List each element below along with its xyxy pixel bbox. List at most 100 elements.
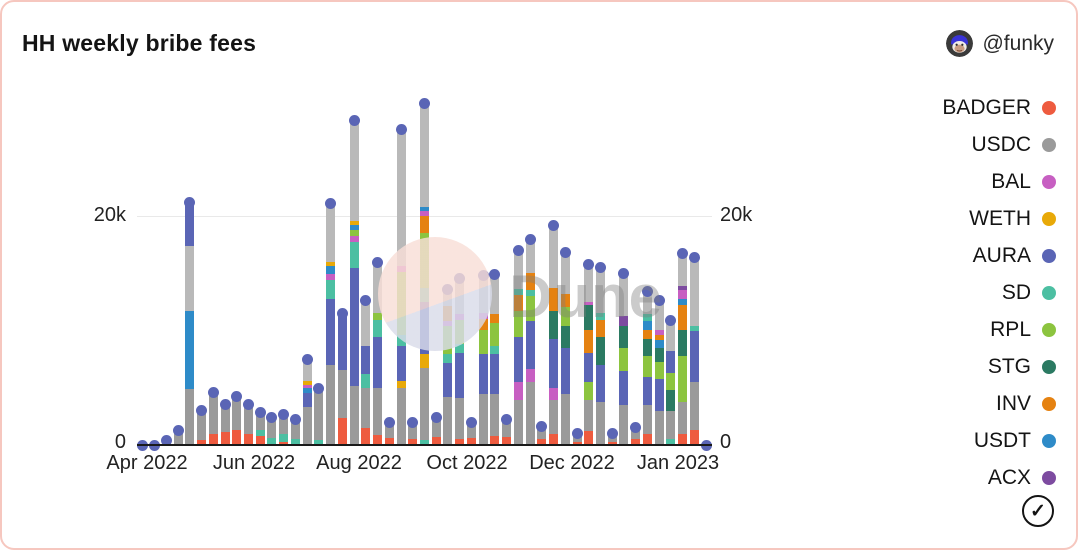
bar-segment-bal[interactable] [349, 235, 359, 243]
total-dot[interactable] [336, 307, 348, 319]
bar-segment-inv[interactable] [596, 319, 606, 337]
bar-segment-rpl[interactable] [654, 361, 664, 380]
bar-segment-aura[interactable] [443, 363, 453, 398]
total-dot[interactable] [583, 258, 595, 270]
bar-segment-stg[interactable] [596, 336, 606, 366]
bar-segment-usdc[interactable] [255, 412, 265, 431]
bar-segment-aura[interactable] [549, 339, 559, 389]
bar-segment-badger[interactable] [642, 433, 652, 445]
bar-segment-stg[interactable] [678, 330, 688, 357]
bar-segment-usdc2[interactable] [549, 225, 559, 289]
stacked-bar[interactable] [619, 273, 629, 445]
bar-segment-badger[interactable] [607, 441, 617, 445]
bar-segment-usdc2[interactable] [490, 274, 500, 315]
total-dot[interactable] [266, 412, 278, 424]
total-dot[interactable] [219, 398, 231, 410]
bar-segment-badger[interactable] [232, 430, 242, 445]
total-dot[interactable] [665, 315, 677, 327]
bar-segment-usdc2[interactable] [373, 263, 383, 314]
bar-segment-rpl[interactable] [455, 319, 465, 344]
total-dot[interactable] [395, 124, 407, 136]
bar-segment-badger[interactable] [384, 438, 394, 445]
stacked-bar[interactable] [384, 422, 394, 445]
stacked-bar[interactable] [220, 404, 230, 445]
bar-segment-usdc[interactable] [666, 410, 676, 440]
bar-segment-usdc[interactable] [596, 401, 606, 445]
total-dot[interactable] [196, 405, 208, 417]
bar-segment-bal[interactable] [525, 368, 535, 383]
bar-segment-usdc[interactable] [232, 398, 242, 431]
bar-segment-usdc2[interactable] [642, 291, 652, 315]
total-dot[interactable] [419, 98, 430, 110]
bar-segment-usdc2[interactable] [326, 203, 336, 262]
bar-segment-aura[interactable] [666, 350, 676, 374]
bar-segment-usdt[interactable] [349, 225, 359, 230]
total-dot[interactable] [688, 251, 700, 263]
bar-segment-weth[interactable] [302, 381, 312, 385]
bar-segment-usdc2[interactable] [525, 239, 535, 274]
bar-segment-aura[interactable] [619, 371, 629, 406]
bar-segment-usdc2[interactable] [596, 267, 606, 314]
author-block[interactable]: @funky [946, 30, 1054, 57]
bar-segment-badger[interactable] [337, 417, 347, 445]
bar-segment-badger[interactable] [279, 441, 289, 445]
bar-segment-sd[interactable] [490, 346, 500, 354]
stacked-bar[interactable] [689, 257, 699, 445]
total-dot[interactable] [524, 233, 536, 245]
bar-segment-stg[interactable] [642, 339, 652, 357]
stacked-bar[interactable] [537, 426, 547, 445]
bar-segment-sd[interactable] [396, 334, 406, 347]
bar-segment-inv[interactable] [560, 293, 570, 308]
total-dot[interactable] [595, 262, 607, 273]
bar-segment-acx[interactable] [678, 285, 688, 291]
bar-segment-aura[interactable] [490, 354, 500, 394]
total-dot[interactable] [372, 257, 384, 269]
stacked-bar[interactable] [396, 129, 406, 445]
bar-segment-usdc2[interactable] [185, 245, 195, 311]
total-dot[interactable] [630, 422, 642, 434]
bar-segment-usdc[interactable] [642, 405, 652, 434]
bar-segment-bal[interactable] [513, 382, 523, 400]
total-dot[interactable] [571, 428, 583, 440]
bar-segment-usdc[interactable] [631, 427, 641, 440]
stacked-bar[interactable] [596, 267, 606, 445]
bar-segment-sd[interactable] [279, 433, 289, 442]
bar-segment-usdc[interactable] [678, 401, 688, 434]
stacked-bar[interactable] [642, 291, 652, 445]
stacked-bar[interactable] [678, 253, 688, 445]
bar-segment-aura[interactable] [396, 346, 406, 382]
stacked-bar[interactable] [466, 422, 476, 445]
bar-segment-usdc[interactable] [584, 399, 594, 432]
total-dot[interactable] [618, 267, 630, 279]
bar-segment-rpl[interactable] [373, 313, 383, 320]
bar-segment-usdt[interactable] [326, 266, 336, 275]
total-dot[interactable] [653, 295, 665, 306]
bar-segment-usdc[interactable] [349, 385, 359, 445]
stacked-bar[interactable] [232, 396, 242, 445]
bar-segment-rpl[interactable] [584, 382, 594, 400]
bar-segment-usdc[interactable] [290, 419, 300, 440]
bar-segment-aura[interactable] [361, 346, 371, 375]
bar-segment-inv[interactable] [525, 273, 535, 291]
bar-segment-usdc[interactable] [537, 426, 547, 440]
total-dot[interactable] [278, 408, 290, 420]
bar-segment-inv[interactable] [420, 216, 429, 234]
legend-item-inv[interactable]: INV [942, 385, 1056, 422]
total-dot[interactable] [677, 248, 689, 260]
bar-segment-bal[interactable] [302, 384, 312, 389]
stacked-bar[interactable] [314, 388, 324, 445]
bar-segment-usdc[interactable] [654, 410, 664, 445]
bar-segment-badger[interactable] [455, 439, 465, 445]
bar-segment-sd[interactable] [373, 319, 383, 337]
stacked-bar[interactable] [302, 359, 312, 445]
total-dot[interactable] [348, 115, 360, 127]
stacked-bar[interactable] [478, 275, 488, 445]
bar-segment-usdc[interactable] [361, 388, 371, 428]
legend-item-sd[interactable]: SD [942, 274, 1056, 311]
bar-segment-aura[interactable] [560, 348, 570, 394]
bar-segment-usdc2[interactable] [619, 273, 629, 317]
bar-segment-usdc2[interactable] [349, 120, 359, 221]
bar-segment-aura[interactable] [584, 352, 594, 383]
total-dot[interactable] [501, 414, 513, 426]
total-dot[interactable] [489, 268, 501, 280]
